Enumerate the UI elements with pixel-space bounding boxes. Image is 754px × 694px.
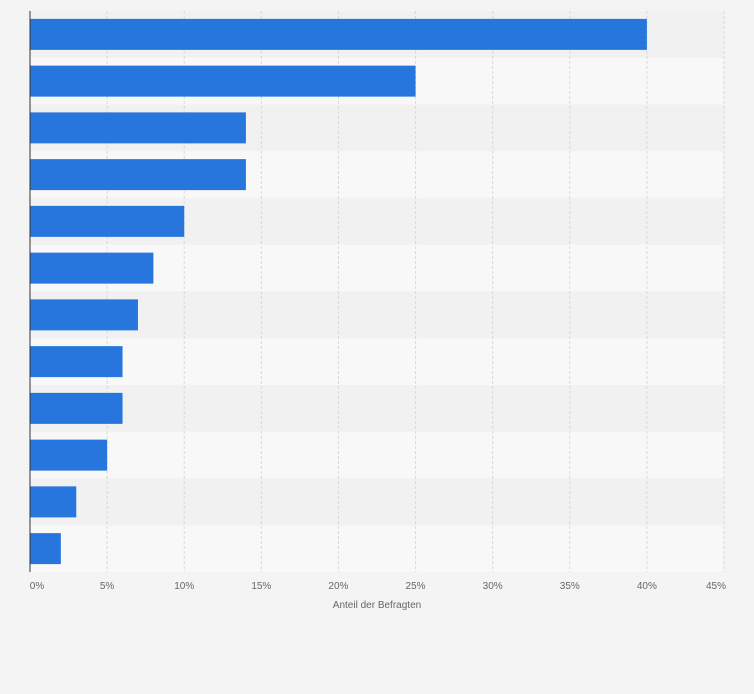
x-tick-label: 0% (30, 581, 45, 592)
x-tick-label: 35% (560, 581, 580, 592)
gridlines (106, 11, 725, 572)
bar (30, 486, 77, 518)
x-tick-label: 45% (706, 581, 726, 592)
row-band (30, 291, 724, 339)
bar (30, 65, 416, 97)
x-tick-label: 15% (251, 581, 271, 592)
bar (30, 252, 154, 284)
bar (30, 439, 108, 471)
x-axis-title: Anteil der Befragten (333, 600, 421, 611)
row-band (30, 431, 724, 479)
bar (30, 18, 647, 50)
x-tick-labels: 0% 5% 10% 15% 20% 25% 30% 35% 40% 45% (30, 581, 726, 592)
bars (30, 18, 647, 565)
row-band (30, 478, 724, 526)
x-tick-label: 40% (637, 581, 657, 592)
x-tick-label: 20% (328, 581, 348, 592)
bar (30, 205, 185, 237)
x-tick-label: 5% (100, 581, 115, 592)
bar (30, 533, 61, 565)
row-band (30, 525, 724, 572)
bar (30, 392, 123, 424)
row-band (30, 338, 724, 385)
bar (30, 299, 138, 331)
bar (30, 112, 246, 144)
x-tick-label: 25% (406, 581, 426, 592)
bar (30, 159, 246, 191)
bar (30, 346, 123, 378)
row-band (30, 385, 724, 432)
x-tick-label: 10% (174, 581, 194, 592)
x-tick-label: 30% (483, 581, 503, 592)
